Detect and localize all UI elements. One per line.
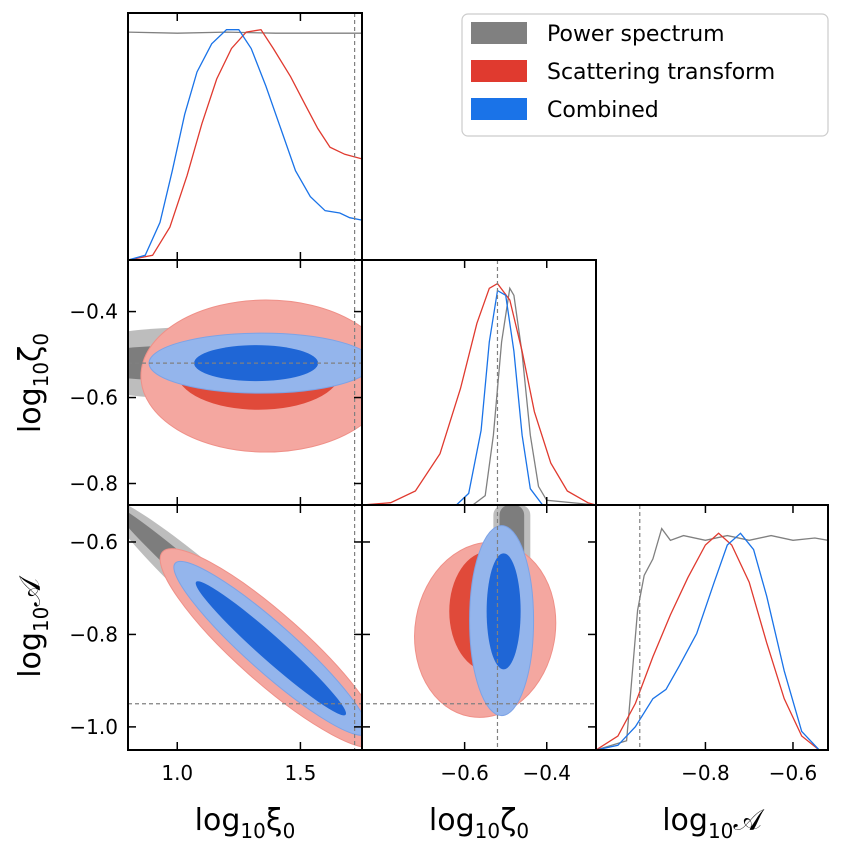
x-axis-title-xi0: log10ξ0 bbox=[195, 803, 296, 843]
x-tick-label: −0.6 bbox=[440, 761, 489, 785]
combined-contour-68 bbox=[195, 581, 347, 716]
panel-zeta0-vs-xi0 bbox=[128, 299, 362, 453]
marginal-xi0 bbox=[128, 28, 362, 260]
y-tick-label: −0.6 bbox=[69, 386, 118, 410]
marginal-xi0-combined-line bbox=[128, 29, 362, 260]
legend-box bbox=[461, 13, 829, 137]
legend-swatch bbox=[471, 98, 527, 120]
marginal-zeta0-scattering-line bbox=[362, 282, 596, 505]
y-tick-label: −0.4 bbox=[69, 300, 118, 324]
marginal-xi0-scattering-line bbox=[128, 28, 362, 260]
marginal-zeta0 bbox=[362, 282, 596, 505]
marginal-A-scattering-line bbox=[596, 532, 820, 750]
marginal-xi0-power-line bbox=[128, 31, 362, 34]
panel-frame bbox=[361, 259, 597, 506]
y-axis-title-A: log10𝒜 bbox=[13, 575, 53, 678]
legend-label: Power spectrum bbox=[547, 22, 725, 47]
combined-contour-68 bbox=[486, 553, 521, 670]
x-tick-label: −0.6 bbox=[769, 761, 818, 785]
y-tick-label: −0.8 bbox=[69, 622, 118, 646]
y-axis-title-zeta0: log10ζ0 bbox=[13, 333, 53, 433]
x-axis-title-zeta0: log10ζ0 bbox=[429, 803, 529, 843]
panel-A-vs-xi0 bbox=[128, 505, 362, 749]
y-tick-label: −0.6 bbox=[69, 530, 118, 554]
legend-swatch bbox=[471, 22, 527, 44]
marginal-zeta0-power-line bbox=[362, 286, 596, 505]
legend-label: Scattering transform bbox=[547, 60, 775, 85]
legend-label: Combined bbox=[547, 98, 659, 123]
legend-swatch bbox=[471, 60, 527, 82]
marginal-A bbox=[596, 527, 828, 750]
x-tick-label: −0.4 bbox=[522, 761, 571, 785]
x-axis-title-A: log10𝒜 bbox=[662, 803, 765, 843]
panel-frame bbox=[595, 504, 829, 751]
x-tick-label: −0.8 bbox=[681, 761, 730, 785]
marginal-zeta0-combined-line bbox=[362, 289, 596, 505]
panel-A-vs-zeta0 bbox=[414, 505, 557, 718]
y-tick-label: −1.0 bbox=[69, 715, 118, 739]
x-tick-label: 1.0 bbox=[161, 761, 193, 785]
x-tick-label: 1.5 bbox=[285, 761, 317, 785]
panel-frame bbox=[127, 12, 363, 261]
marginal-A-combined-line bbox=[596, 532, 820, 750]
y-tick-label: −0.8 bbox=[69, 472, 118, 496]
